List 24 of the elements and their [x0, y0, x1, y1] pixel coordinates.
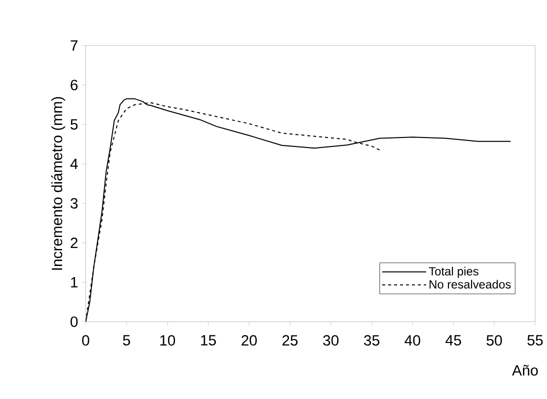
x-tick-label: 25 — [282, 335, 298, 346]
x-tick-label: 45 — [445, 335, 462, 346]
y-tick-label: 7 — [70, 40, 78, 51]
x-tick-label: 40 — [404, 335, 420, 346]
y-tick-label: 4 — [70, 158, 78, 170]
x-tick-label: 50 — [486, 335, 502, 346]
y-tick-label: 1 — [71, 277, 78, 288]
y-tick-label: 5 — [70, 119, 78, 130]
x-tick-label: 15 — [201, 335, 216, 346]
legend-label: Total pies — [428, 266, 478, 278]
x-axis-title: Año — [512, 364, 538, 376]
x-tick-label: 10 — [160, 335, 176, 346]
y-tick-label: 3 — [70, 198, 78, 209]
y-axis-title: Incremento diámetro (mm) — [51, 97, 66, 270]
y-tick-label: 2 — [70, 238, 78, 248]
x-tick-label: 5 — [123, 335, 130, 346]
y-tick-label: 0 — [70, 316, 78, 328]
x-tick-label: 20 — [242, 335, 257, 346]
y-tick-label: 6 — [70, 80, 78, 90]
x-tick-label: 55 — [527, 335, 543, 346]
x-tick-label: 30 — [323, 335, 338, 346]
x-tick-label: 35 — [364, 335, 380, 346]
legend-label: No resalveados — [430, 280, 511, 289]
x-tick-label: 0 — [82, 335, 90, 346]
